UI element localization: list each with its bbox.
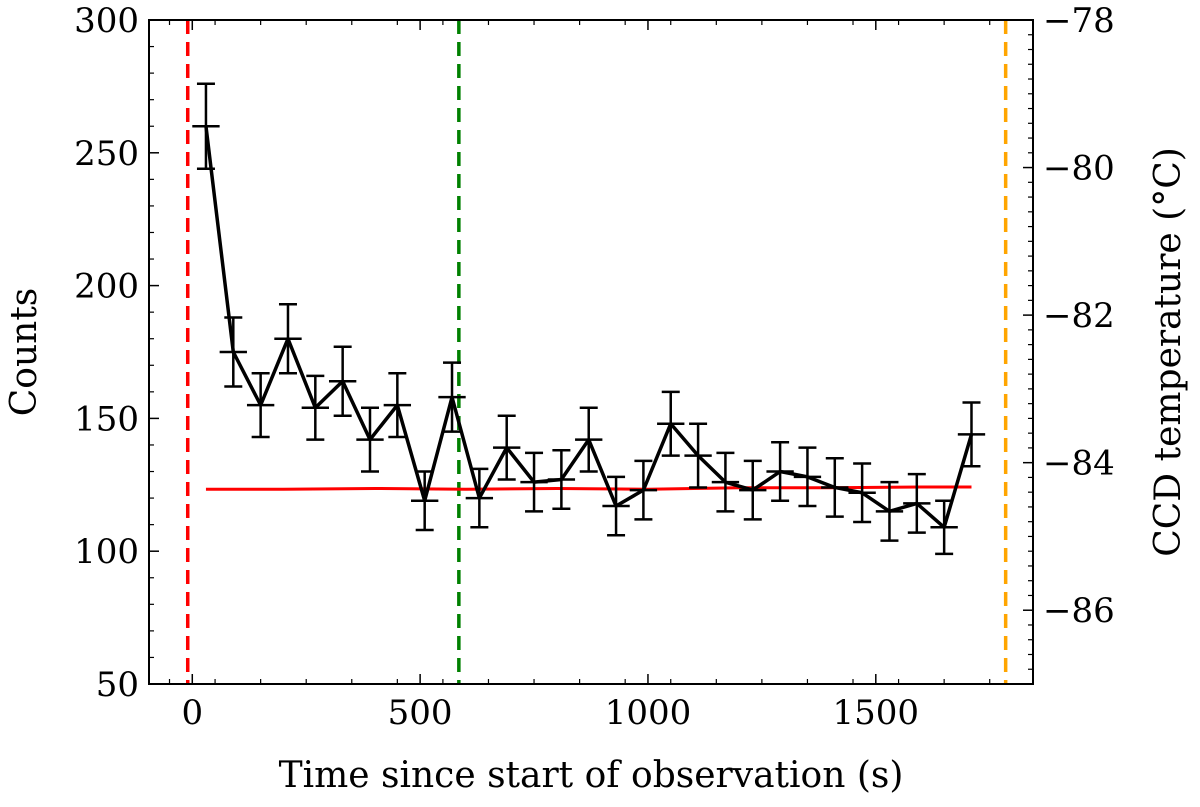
axis-ticks: 0 500 1000 1500 50 100 150 200 250 300 −86 −84 −82 −8… <box>74 1 1115 733</box>
errorbar-point-20 <box>739 459 767 521</box>
errorbar-point-24 <box>848 462 876 524</box>
errorbar-point-27 <box>930 499 958 556</box>
errorbar-point-12 <box>520 451 548 513</box>
y-tick-label: 150 <box>74 399 139 439</box>
errorbar-point-5 <box>328 345 357 417</box>
errorbar-point-25 <box>875 480 904 542</box>
errorbar-point-16 <box>629 459 658 521</box>
y-tick-label: 50 <box>96 665 139 705</box>
y-tick-label: 300 <box>74 1 139 41</box>
errorbar-point-6 <box>356 406 384 473</box>
x-tick-label: 0 <box>181 693 203 733</box>
errorbar-point-0 <box>192 82 220 170</box>
x-tick-label: 500 <box>388 693 453 733</box>
errorbar-point-11 <box>493 414 521 481</box>
y2-tick-label: −82 <box>1043 296 1115 336</box>
y-tick-label: 200 <box>74 267 139 307</box>
y2-tick-label: −80 <box>1043 149 1115 189</box>
x-axis-label: Time since start of observation (s) <box>279 755 904 796</box>
y2-tick-label: −86 <box>1043 591 1115 631</box>
errorbar-point-21 <box>766 441 794 502</box>
plot-series <box>192 82 986 556</box>
errorbar-point-14 <box>575 406 603 473</box>
x-tick-label: 1500 <box>833 693 920 733</box>
errorbar-point-10 <box>465 467 494 529</box>
errorbar-point-2 <box>246 371 275 439</box>
errorbar-point-19 <box>711 451 740 513</box>
x-tick-label: 1000 <box>605 693 692 733</box>
y2-axis-label: CCD temperature (°C) <box>1148 147 1189 557</box>
errorbar-point-23 <box>821 456 849 518</box>
errorbar-point-28 <box>957 401 986 468</box>
errorbar-point-26 <box>903 472 931 534</box>
errorbar-point-7 <box>383 371 412 439</box>
y-axis-label: Counts <box>4 288 45 417</box>
temperature-line <box>205 485 972 491</box>
y-tick-label: 250 <box>74 134 139 174</box>
errorbar-point-8 <box>411 470 439 532</box>
errorbar-point-13 <box>547 449 576 510</box>
vertical-marker-lines <box>185 20 1008 684</box>
errorbar-point-9 <box>438 361 466 433</box>
errorbar-point-18 <box>684 422 712 489</box>
errorbar-point-15 <box>602 475 630 537</box>
errorbar-point-17 <box>657 390 685 457</box>
errorbar-point-1 <box>219 316 247 388</box>
plot-frame <box>148 19 1034 685</box>
errorbar-point-3 <box>274 302 302 375</box>
y2-tick-label: −78 <box>1043 1 1115 41</box>
errorbar-point-22 <box>793 446 822 508</box>
y2-tick-label: −84 <box>1043 444 1115 484</box>
y-tick-label: 100 <box>74 532 139 572</box>
errorbar-point-4 <box>301 374 329 441</box>
